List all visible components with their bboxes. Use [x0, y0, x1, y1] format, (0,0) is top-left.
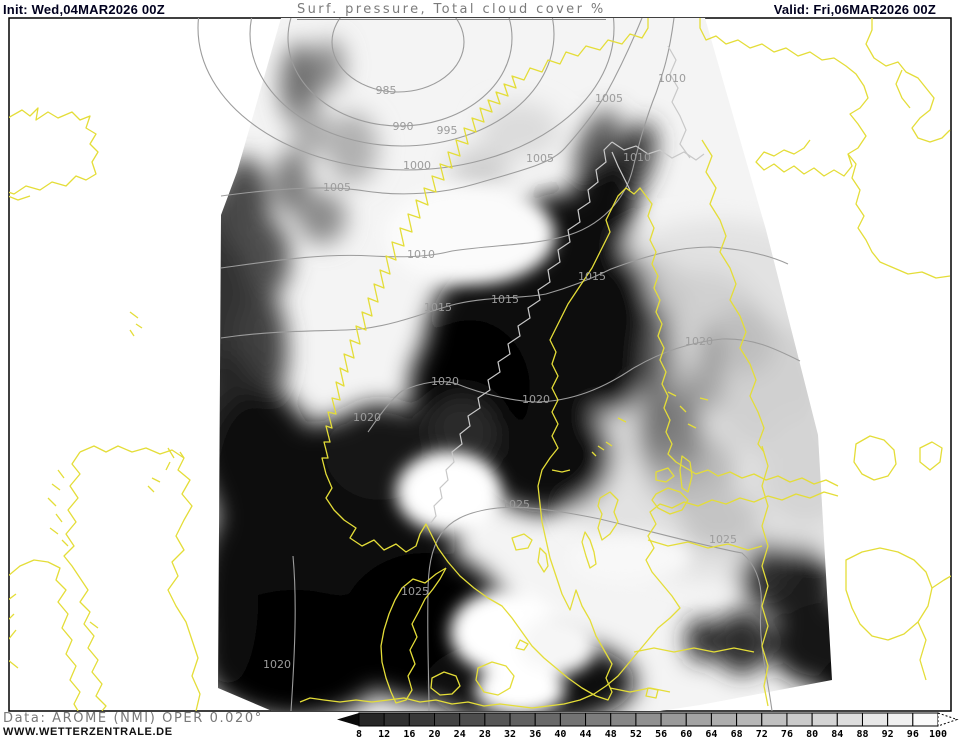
scale-segment	[660, 712, 687, 727]
scale-over-range-arrow	[937, 712, 959, 727]
isobar-label: 1020	[263, 658, 291, 671]
scale-segment	[811, 712, 838, 727]
scale-tick-label: 100	[929, 729, 947, 740]
isobar-label: 1020	[353, 411, 381, 424]
scale-segment	[912, 712, 939, 727]
scale-segment	[534, 712, 561, 727]
init-time-label: Init: Wed,04MAR2026 00Z	[3, 2, 165, 17]
isobar-label: 990	[393, 120, 414, 133]
scale-segment	[559, 712, 587, 727]
coastline-layer	[9, 18, 951, 711]
scale-tick-label: 52	[630, 729, 642, 740]
scale-tick-label: 76	[781, 729, 793, 740]
scale-segment	[358, 712, 385, 727]
isobar-label: 1020	[522, 393, 550, 406]
scale-segment	[710, 712, 738, 727]
scale-segment	[685, 712, 712, 727]
isobar-label: 1020	[685, 335, 713, 348]
isobar-label: 1015	[491, 293, 519, 306]
scale-segment	[484, 712, 511, 727]
scale-tick-label: 92	[882, 729, 894, 740]
isobar-layer	[197, 18, 801, 711]
cloud-cover-scale: 8 12 16 20 24 28 32 36 40 44 48 52 56 60 64 68 72 76 80 84 8…	[337, 712, 959, 740]
scale-segment	[408, 712, 436, 727]
scale-segment	[434, 712, 461, 727]
scale-tick-label: 64	[705, 729, 717, 740]
scale-tick-label: 48	[605, 729, 617, 740]
scale-tick-label: 28	[479, 729, 491, 740]
scale-segment	[610, 712, 637, 727]
scale-tick-label: 88	[856, 729, 868, 740]
country-border-gray-layer	[429, 45, 705, 525]
scale-tick-label: 24	[454, 729, 466, 740]
scale-tick-label: 16	[403, 729, 415, 740]
scale-tick-label: 36	[529, 729, 541, 740]
isobar-label: 1025	[709, 533, 737, 546]
scale-tick-label: 72	[756, 729, 768, 740]
scale-segment	[887, 712, 914, 727]
scale-tick-label: 8	[356, 729, 362, 740]
valid-time-label: Valid: Fri,06MAR2026 00Z	[773, 2, 936, 17]
scale-segment	[736, 712, 763, 727]
isobar-label: 1005	[526, 152, 554, 165]
isobar-label: 1015	[578, 270, 606, 283]
scale-tick-label: 20	[428, 729, 440, 740]
scale-segment	[786, 712, 813, 727]
scale-segment	[836, 712, 863, 727]
scale-segment	[861, 712, 889, 727]
isobar-label: 1010	[658, 72, 686, 85]
isobar-label: 995	[437, 124, 458, 137]
scale-tick-label: 60	[680, 729, 692, 740]
isobar-label: 985	[376, 84, 397, 97]
scale-tick-label: 84	[831, 729, 843, 740]
isobar-label: 1010	[407, 248, 435, 261]
scale-segment	[509, 712, 536, 727]
isobar-label: 1005	[595, 92, 623, 105]
isobar-label: 1020	[431, 375, 459, 388]
scale-segment	[761, 712, 788, 727]
isobar-label: 1000	[403, 159, 431, 172]
scale-tick-label: 80	[806, 729, 818, 740]
isobar-label: 1025	[502, 498, 530, 511]
scale-tick-label: 96	[907, 729, 919, 740]
scale-tick-label: 32	[504, 729, 516, 740]
website-label: WWW.WETTERZENTRALE.DE	[3, 726, 173, 738]
data-source-label: Data: AROME (NMI) OPER 0.020°	[3, 711, 263, 726]
isobar-label: 1015	[424, 301, 452, 314]
scale-segment	[635, 712, 662, 727]
scale-under-range-arrow	[337, 713, 359, 726]
scale-segment	[459, 712, 486, 727]
scale-tick-label: 40	[554, 729, 566, 740]
isobar-label: 1005	[323, 181, 351, 194]
scale-tick-label: 12	[378, 729, 390, 740]
isobar-label-layer: 985 990 995 1000 1005 1005 1005 1010 1010 1010 101…	[263, 72, 737, 671]
scale-segment	[585, 712, 612, 727]
scale-segment	[383, 712, 410, 727]
isobar-label: 1025	[401, 585, 429, 598]
map-title: Surf. pressure, Total cloud cover %	[297, 2, 606, 20]
scale-tick-label: 44	[580, 729, 592, 740]
scale-tick-label: 68	[731, 729, 743, 740]
isobar-label: 1010	[623, 151, 651, 164]
scale-tick-label: 56	[655, 729, 667, 740]
